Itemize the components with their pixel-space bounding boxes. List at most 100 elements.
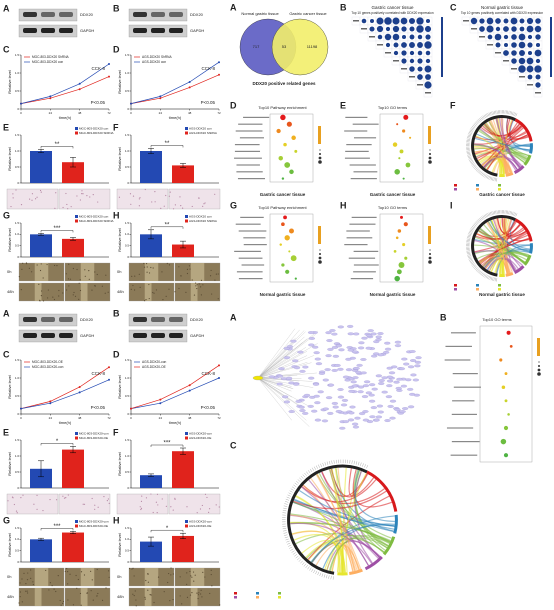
corr-dot: [535, 58, 541, 64]
wound-gap: [144, 263, 159, 281]
node: [351, 350, 358, 354]
corr-dot: [409, 50, 415, 56]
cell: [144, 188, 146, 191]
cell: [79, 199, 81, 201]
cell: [148, 272, 151, 274]
ribbon: [322, 523, 395, 569]
node: [348, 411, 355, 415]
dot: [276, 128, 281, 134]
gene-tick: [487, 275, 489, 279]
cell: [210, 269, 212, 272]
cell: [65, 289, 68, 291]
gene-tick: [495, 110, 497, 115]
corr-dot: [417, 34, 423, 40]
sector: [505, 171, 514, 177]
term-label: [238, 278, 263, 280]
ribbon: [292, 501, 390, 544]
error-bar: [70, 446, 76, 454]
cell: [186, 583, 188, 585]
y-tick-label: 1.5: [125, 221, 130, 225]
node: [327, 412, 334, 415]
cell: [66, 571, 69, 573]
cell: [30, 569, 32, 571]
cell: [94, 271, 96, 273]
gene-tick: [481, 116, 484, 120]
row-label: 0h: [7, 574, 11, 579]
cell: [19, 591, 22, 593]
node: [358, 412, 366, 416]
term-label: [236, 271, 263, 273]
ribbon: [502, 218, 510, 274]
blot-band: [59, 28, 73, 33]
legend-swatch: [185, 432, 188, 435]
band-label: GAPDH: [190, 28, 204, 33]
size-legend: [318, 160, 322, 164]
cell: [166, 262, 168, 265]
point: [20, 407, 22, 410]
gene-tick: [283, 532, 288, 534]
legend-label: MGC-803-DDX20-OE: [79, 436, 108, 440]
cell: [148, 283, 150, 286]
gene-tick: [476, 269, 480, 272]
term-label: [450, 454, 478, 456]
dot: [286, 121, 292, 127]
cell: [20, 204, 23, 206]
point: [218, 364, 220, 367]
cell: [45, 569, 47, 572]
size-legend: [429, 253, 431, 255]
cell: [39, 269, 42, 272]
term-label: [348, 257, 376, 259]
corr-dot: [401, 34, 407, 40]
node: [312, 345, 319, 349]
corr-dot: [401, 50, 407, 56]
point: [188, 86, 191, 89]
node: [286, 345, 293, 349]
point: [49, 95, 52, 98]
cell: [211, 585, 213, 587]
node: [387, 379, 394, 383]
corr-dot: [518, 57, 526, 65]
node: [373, 418, 380, 422]
cell: [39, 189, 42, 192]
panel-letter: F: [113, 427, 119, 437]
gene-tick: [508, 110, 510, 115]
error-bar: [38, 149, 44, 153]
legend-label: MGC-803-DDX20-con: [79, 519, 109, 523]
legend-label: MGC-803-DDX20 con: [79, 126, 109, 130]
cell: [81, 193, 83, 195]
y-tick-label: 1.0: [125, 454, 130, 458]
bar: [140, 475, 162, 488]
gene-tick: [466, 250, 470, 252]
ribbon: [475, 224, 521, 240]
gene-tick: [495, 210, 497, 215]
dot: [395, 236, 399, 240]
cell: [145, 579, 147, 582]
gene-tick: [306, 471, 309, 475]
cell: [143, 266, 146, 268]
gene-label: [417, 84, 423, 86]
cell: [55, 499, 58, 501]
cell: [42, 300, 45, 302]
cell: [18, 276, 20, 278]
cell: [195, 285, 197, 287]
cell: [82, 503, 84, 505]
significance: **: [55, 142, 60, 148]
ribbon: [316, 473, 360, 571]
cell: [140, 507, 143, 509]
legend-swatch: [476, 284, 479, 287]
blot-band: [133, 28, 147, 33]
cell: [174, 497, 176, 500]
node: [375, 335, 382, 339]
node: [385, 395, 393, 399]
panel-letter: E: [3, 122, 9, 132]
sector: [393, 514, 398, 534]
panel-letter: B: [113, 308, 120, 318]
edge: [257, 334, 316, 379]
gene-tick: [493, 277, 495, 282]
node: [369, 383, 376, 387]
wound-gap: [80, 263, 95, 281]
wound-gap: [190, 283, 198, 301]
colorbar: [550, 17, 552, 77]
blot-band: [41, 12, 55, 17]
cell: [21, 601, 23, 603]
